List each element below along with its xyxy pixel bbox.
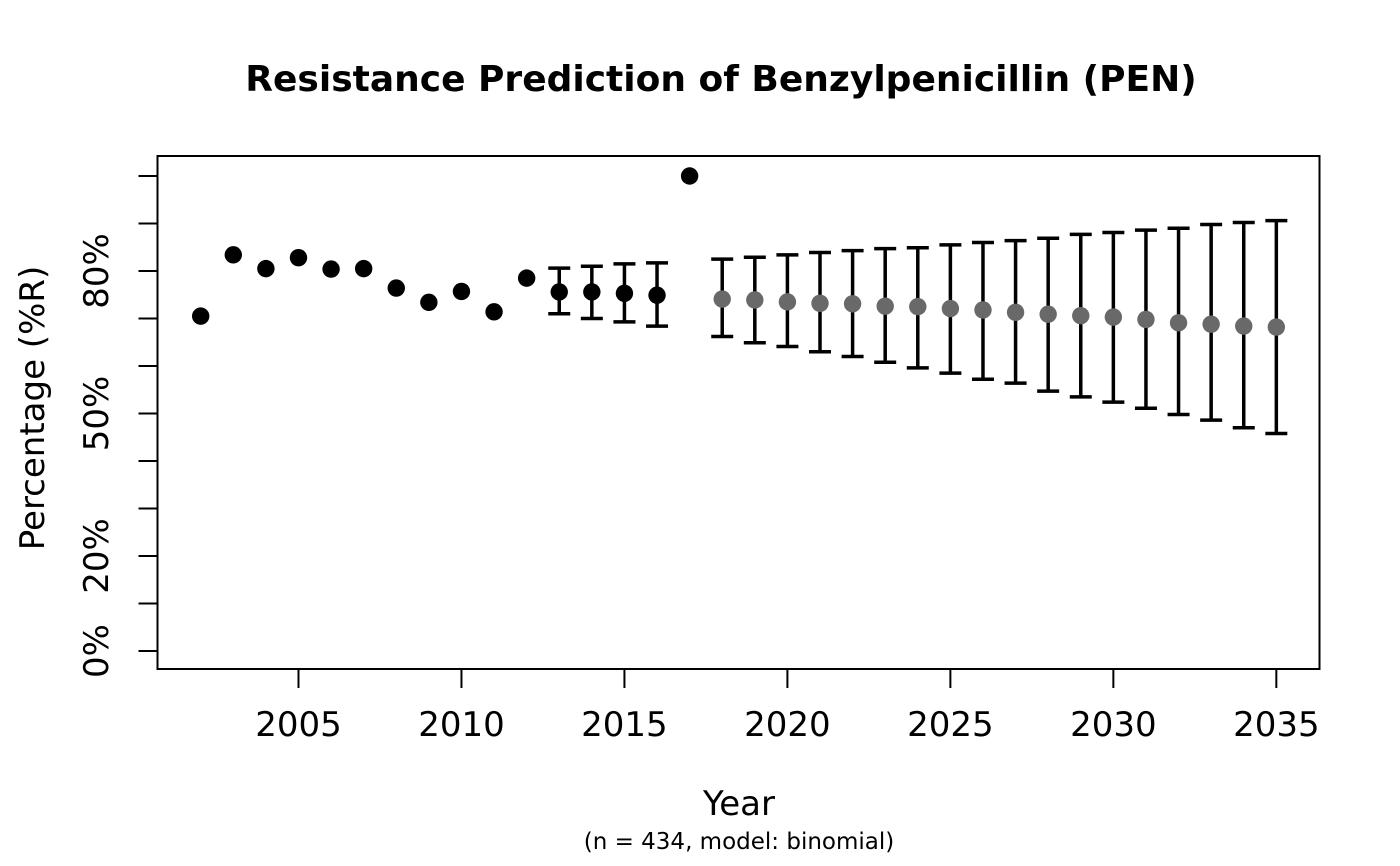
y-tick-label: 0% (77, 624, 117, 678)
data-point-observed (354, 259, 373, 278)
data-point-observed (452, 282, 471, 301)
chart-caption: (n = 434, model: binomial) (584, 829, 895, 855)
x-axis-title: Year (702, 784, 775, 824)
data-point-predicted (713, 290, 731, 308)
data-point-predicted (876, 297, 894, 315)
x-tick-label: 2035 (1233, 705, 1320, 745)
data-point-predicted (811, 294, 829, 312)
x-tick-label: 2030 (1070, 705, 1157, 745)
data-point-observed (680, 167, 699, 185)
chart-title: Resistance Prediction of Benzylpenicilli… (245, 59, 1196, 100)
data-point-predicted (1169, 314, 1188, 332)
data-point-predicted (1137, 310, 1155, 329)
data-point-observed (289, 249, 308, 267)
data-point-observed (517, 269, 536, 287)
x-tick-label: 2015 (581, 705, 668, 745)
axis-ticks: 0% 20% 50% 80% 2005 2010 2015 2020 2025 2030 2035 (77, 175, 1320, 745)
y-tick-label: 20% (77, 518, 117, 594)
data-point-observed (192, 307, 210, 325)
data-point-observed (583, 283, 601, 301)
data-point-observed (420, 293, 438, 312)
data-point-predicted (1072, 306, 1090, 325)
data-point-predicted (909, 297, 927, 316)
y-tick-label: 50% (77, 376, 117, 452)
y-axis-title: Percentage (%R) (13, 266, 53, 551)
data-point-predicted (941, 299, 960, 318)
x-tick-label: 2005 (255, 705, 342, 745)
data-point-observed (550, 283, 568, 301)
plot-border (156, 155, 1321, 670)
data-point-predicted (1267, 318, 1286, 336)
data-point-observed (615, 284, 634, 303)
data-point-observed (322, 260, 340, 278)
data-marks (192, 167, 1288, 436)
y-tick-label: 80% (77, 233, 117, 309)
data-point-observed (648, 286, 666, 304)
data-point-predicted (1235, 317, 1253, 335)
data-point-predicted (778, 293, 797, 311)
data-point-predicted (843, 295, 862, 313)
data-point-predicted (1202, 315, 1220, 333)
x-tick-label: 2010 (418, 705, 505, 745)
data-point-observed (485, 303, 503, 321)
x-tick-label: 2025 (907, 705, 994, 745)
data-point-observed (387, 279, 405, 297)
data-point-predicted (1006, 303, 1025, 322)
data-point-observed (224, 246, 242, 264)
data-point-predicted (1104, 308, 1123, 326)
data-point-observed (257, 259, 275, 278)
data-point-predicted (974, 301, 992, 319)
data-point-predicted (1039, 305, 1057, 323)
x-tick-label: 2020 (744, 705, 831, 745)
data-point-predicted (746, 291, 764, 309)
